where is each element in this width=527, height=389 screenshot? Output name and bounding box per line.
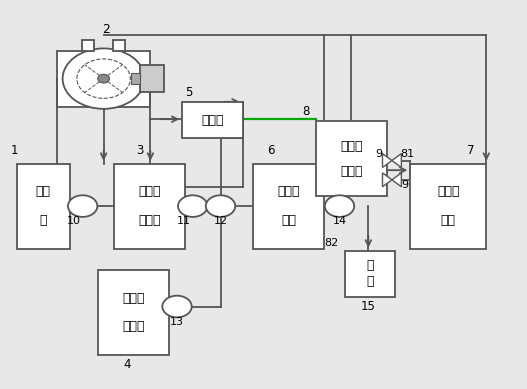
Text: 溶解槽: 溶解槽: [122, 320, 145, 333]
Text: 2: 2: [102, 23, 110, 36]
Text: 15: 15: [361, 300, 376, 313]
Circle shape: [68, 195, 97, 217]
FancyBboxPatch shape: [316, 121, 387, 196]
FancyBboxPatch shape: [17, 164, 70, 249]
Text: 白水池: 白水池: [340, 165, 363, 178]
FancyBboxPatch shape: [182, 102, 242, 138]
FancyBboxPatch shape: [57, 51, 150, 107]
Circle shape: [63, 49, 144, 109]
Text: 14: 14: [333, 216, 347, 226]
Text: 3: 3: [136, 144, 144, 157]
Text: 多盘浊: 多盘浊: [340, 140, 363, 153]
Text: 絮凝剂: 絮凝剂: [122, 292, 145, 305]
Text: 1: 1: [11, 144, 18, 157]
Text: 12: 12: [213, 216, 228, 226]
Text: 10: 10: [67, 216, 81, 226]
Text: 槽: 槽: [40, 214, 47, 227]
FancyBboxPatch shape: [82, 40, 94, 51]
Text: 6: 6: [268, 144, 275, 157]
Text: 澄清白: 澄清白: [277, 186, 300, 198]
Text: 13: 13: [170, 317, 184, 327]
Text: 11: 11: [177, 216, 191, 226]
Text: 81: 81: [401, 149, 415, 159]
Circle shape: [97, 74, 110, 83]
Text: 多盘清: 多盘清: [138, 186, 161, 198]
Text: 气浮机: 气浮机: [201, 114, 223, 127]
Text: 地: 地: [366, 259, 374, 272]
Polygon shape: [392, 154, 402, 167]
Circle shape: [325, 195, 354, 217]
FancyBboxPatch shape: [131, 73, 140, 84]
Polygon shape: [383, 173, 392, 187]
Text: 尾渣: 尾渣: [36, 186, 51, 198]
Circle shape: [178, 195, 208, 217]
FancyBboxPatch shape: [140, 65, 164, 92]
Circle shape: [206, 195, 235, 217]
Polygon shape: [392, 173, 402, 187]
Text: 白水池: 白水池: [138, 214, 161, 227]
FancyBboxPatch shape: [345, 251, 395, 297]
FancyBboxPatch shape: [411, 164, 486, 249]
FancyBboxPatch shape: [113, 40, 125, 51]
FancyBboxPatch shape: [253, 164, 324, 249]
Text: 8: 8: [302, 105, 309, 118]
Circle shape: [162, 296, 192, 317]
Text: 7: 7: [467, 144, 474, 157]
Text: 9: 9: [375, 149, 383, 159]
Text: 沟: 沟: [366, 275, 374, 288]
Polygon shape: [383, 154, 392, 167]
Text: 5: 5: [186, 86, 193, 99]
Text: 滤机: 滤机: [441, 214, 456, 227]
FancyBboxPatch shape: [99, 270, 169, 355]
FancyBboxPatch shape: [114, 164, 185, 249]
Text: 板式压: 板式压: [437, 186, 460, 198]
Text: 9: 9: [402, 180, 408, 190]
Text: 水池: 水池: [281, 214, 296, 227]
Text: 4: 4: [123, 358, 131, 371]
Text: 82: 82: [325, 238, 339, 248]
